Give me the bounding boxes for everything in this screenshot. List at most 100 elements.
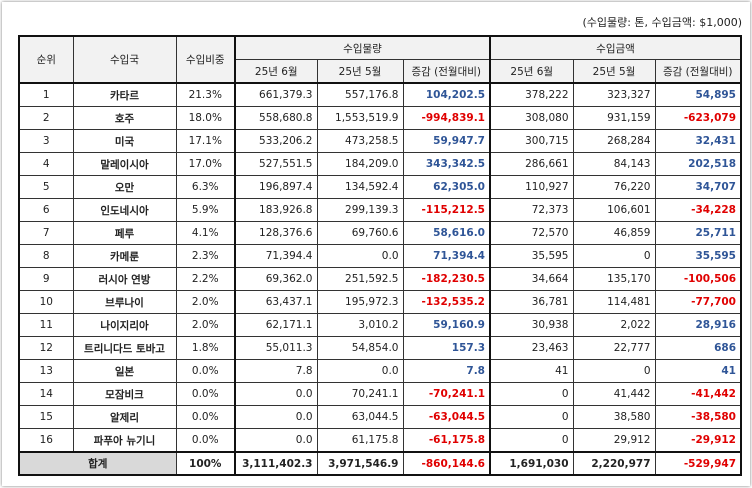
cell-volume-may: 557,176.8	[316, 82, 404, 107]
cell-country: 트리니다드 토바고	[72, 336, 177, 360]
cell-share: 5.9%	[175, 198, 236, 222]
cell-rank: 15	[18, 405, 74, 429]
header-amount-may: 25년 5월	[572, 59, 656, 84]
cell-amount-may: 46,859	[572, 221, 656, 245]
cell-share: 17.0%	[175, 152, 236, 176]
cell-amount-may: 931,159	[572, 106, 656, 130]
header-volume: 수입물량	[234, 35, 491, 60]
cell-volume-jun: 183,926.8	[234, 198, 318, 222]
cell-volume-jun: 533,206.2	[234, 129, 318, 153]
cell-amount-change: 35,595	[654, 244, 742, 268]
cell-volume-jun: 0.0	[234, 428, 318, 453]
cell-amount-jun: 110,927	[489, 175, 574, 199]
total-amount-change: -529,947	[654, 451, 742, 476]
cell-share: 2.0%	[175, 313, 236, 337]
cell-volume-jun: 558,680.8	[234, 106, 318, 130]
cell-volume-change: -994,839.1	[402, 106, 491, 130]
cell-volume-may: 0.0	[316, 359, 404, 383]
cell-rank: 5	[18, 175, 74, 199]
cell-share: 0.0%	[175, 405, 236, 429]
cell-amount-may: 38,580	[572, 405, 656, 429]
cell-volume-change: 7.8	[402, 359, 491, 383]
cell-volume-change: -115,212.5	[402, 198, 491, 222]
cell-country: 카타르	[72, 82, 177, 107]
cell-rank: 9	[18, 267, 74, 291]
cell-volume-jun: 0.0	[234, 405, 318, 429]
table-row: 2 호주 18.0% 558,680.8 1,553,519.9 -994,839.1 30…	[18, 106, 742, 130]
cell-amount-may: 323,327	[572, 82, 656, 107]
unit-note: (수입물량: 톤, 수입금액: $1,000)	[582, 16, 742, 29]
cell-volume-may: 134,592.4	[316, 175, 404, 199]
cell-amount-change: 32,431	[654, 129, 742, 153]
cell-amount-jun: 34,664	[489, 267, 574, 291]
cell-country: 오만	[72, 175, 177, 199]
cell-volume-jun: 661,379.3	[234, 82, 318, 107]
cell-amount-change: 54,895	[654, 82, 742, 107]
cell-amount-jun: 0	[489, 382, 574, 406]
total-row: 합계 100% 3,111,402.3 3,971,546.9 -860,144…	[18, 451, 742, 476]
table-row: 6 인도네시아 5.9% 183,926.8 299,139.3 -115,212.5 72…	[18, 198, 742, 222]
cell-volume-may: 184,209.0	[316, 152, 404, 176]
table-row: 12 트리니다드 토바고 1.8% 55,011.3 54,854.0 157.3 23,4…	[18, 336, 742, 360]
cell-share: 0.0%	[175, 428, 236, 453]
cell-volume-change: 157.3	[402, 336, 491, 360]
cell-amount-jun: 72,373	[489, 198, 574, 222]
cell-volume-may: 69,760.6	[316, 221, 404, 245]
table-row: 7 페루 4.1% 128,376.6 69,760.6 58,616.0 72,570 46…	[18, 221, 742, 245]
cell-amount-jun: 300,715	[489, 129, 574, 153]
cell-amount-jun: 41	[489, 359, 574, 383]
import-table: 순위 수입국 수입비중 수입물량 수입금액 25년 6월 25년 5월 증감 (…	[18, 35, 742, 476]
cell-volume-may: 195,972.3	[316, 290, 404, 314]
cell-volume-jun: 69,362.0	[234, 267, 318, 291]
cell-amount-jun: 308,080	[489, 106, 574, 130]
cell-country: 모잠비크	[72, 382, 177, 406]
cell-rank: 4	[18, 152, 74, 176]
cell-volume-jun: 7.8	[234, 359, 318, 383]
cell-volume-change: -61,175.8	[402, 428, 491, 453]
table-row: 11 나이지리아 2.0% 62,171.1 3,010.2 59,160.9 30,938…	[18, 313, 742, 337]
cell-amount-may: 268,284	[572, 129, 656, 153]
table-row: 8 카메룬 2.3% 71,394.4 0.0 71,394.4 35,595 0 35,595	[18, 244, 742, 268]
cell-volume-change: -132,535.2	[402, 290, 491, 314]
cell-country: 파푸아 뉴기니	[72, 428, 177, 453]
cell-share: 2.0%	[175, 290, 236, 314]
table-row: 10 브루나이 2.0% 63,437.1 195,972.3 -132,535.2 36,…	[18, 290, 742, 314]
cell-amount-change: -29,912	[654, 428, 742, 453]
cell-volume-may: 473,258.5	[316, 129, 404, 153]
cell-amount-may: 0	[572, 244, 656, 268]
header-volume-change: 증감 (전월대비)	[402, 59, 491, 84]
cell-amount-change: -77,700	[654, 290, 742, 314]
cell-rank: 3	[18, 129, 74, 153]
cell-country: 인도네시아	[72, 198, 177, 222]
table-row: 14 모잠비크 0.0% 0.0 70,241.1 -70,241.1 0 41,442 -41…	[18, 382, 742, 406]
cell-volume-change: 58,616.0	[402, 221, 491, 245]
cell-volume-change: 62,305.0	[402, 175, 491, 199]
cell-country: 일본	[72, 359, 177, 383]
total-label: 합계	[18, 451, 177, 476]
cell-rank: 16	[18, 428, 74, 453]
cell-rank: 1	[18, 82, 74, 107]
cell-rank: 6	[18, 198, 74, 222]
cell-amount-jun: 30,938	[489, 313, 574, 337]
cell-volume-may: 54,854.0	[316, 336, 404, 360]
cell-country: 브루나이	[72, 290, 177, 314]
cell-amount-may: 41,442	[572, 382, 656, 406]
header-volume-may: 25년 5월	[316, 59, 404, 84]
cell-amount-change: -623,079	[654, 106, 742, 130]
cell-volume-may: 61,175.8	[316, 428, 404, 453]
cell-amount-jun: 286,661	[489, 152, 574, 176]
cell-share: 21.3%	[175, 82, 236, 107]
cell-volume-jun: 63,437.1	[234, 290, 318, 314]
table-row: 3 미국 17.1% 533,206.2 473,258.5 59,947.7 300,71…	[18, 129, 742, 153]
cell-rank: 10	[18, 290, 74, 314]
cell-amount-change: 28,916	[654, 313, 742, 337]
cell-country: 나이지리아	[72, 313, 177, 337]
cell-volume-change: -70,241.1	[402, 382, 491, 406]
cell-country: 호주	[72, 106, 177, 130]
cell-volume-may: 299,139.3	[316, 198, 404, 222]
cell-country: 러시아 연방	[72, 267, 177, 291]
cell-volume-may: 70,241.1	[316, 382, 404, 406]
header-amount-jun: 25년 6월	[489, 59, 574, 84]
cell-amount-change: 686	[654, 336, 742, 360]
cell-volume-change: -182,230.5	[402, 267, 491, 291]
